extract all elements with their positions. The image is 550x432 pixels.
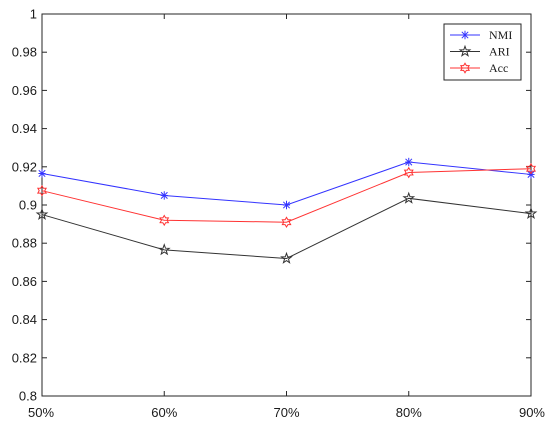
series-layer	[35, 157, 538, 264]
y-tick-label: 0.98	[12, 45, 37, 60]
data-point	[36, 184, 48, 197]
data-point	[35, 207, 49, 220]
x-tick-label: 50%	[28, 405, 54, 420]
legend-item-acc: Acc	[450, 61, 508, 75]
y-tick-label: 0.88	[12, 236, 37, 251]
y-tick-label: 0.82	[12, 350, 37, 365]
y-tick-label: 0.94	[12, 121, 37, 136]
data-point	[159, 214, 170, 227]
y-tick-label: 0.96	[12, 83, 37, 98]
series-nmi	[38, 157, 535, 210]
x-tick-label: 60%	[151, 405, 177, 420]
data-point	[160, 191, 168, 200]
series-acc	[36, 162, 537, 228]
data-point	[280, 251, 293, 264]
legend-item-nmi: NMI	[450, 28, 512, 42]
data-point	[281, 216, 292, 228]
legend-item-ari: ARI	[450, 45, 510, 59]
legend-marker	[459, 62, 471, 74]
y-tick-label: 0.92	[12, 159, 37, 174]
legend-marker	[461, 30, 469, 40]
series-line	[41, 197, 532, 259]
y-tick-label: 0.84	[12, 312, 37, 327]
data-point	[405, 157, 413, 167]
x-tick-label: 90%	[519, 405, 545, 420]
legend-label: ARI	[489, 45, 510, 59]
x-tick-label: 80%	[396, 405, 422, 420]
data-point	[403, 166, 414, 179]
legend: NMI ARI Acc	[443, 23, 522, 81]
legend-label: Acc	[489, 61, 508, 75]
data-point	[38, 169, 46, 178]
data-point	[402, 191, 416, 204]
series-ari	[35, 191, 538, 264]
data-point	[282, 200, 291, 210]
y-tick-label: 0.9	[19, 198, 37, 213]
y-tick-label: 0.8	[19, 389, 37, 404]
y-tick-label: 1	[30, 7, 37, 22]
axis-ticks: 0.8 0.82 0.84 0.86 0.88 0.9 0.92 0.94 0.96 0.98 1 5…	[12, 7, 546, 421]
x-tick-label: 70%	[273, 405, 299, 420]
data-point	[157, 243, 171, 256]
data-point	[524, 206, 538, 220]
data-point	[525, 162, 537, 175]
y-tick-label: 0.86	[12, 274, 37, 289]
series-line	[41, 168, 532, 223]
legend-label: NMI	[489, 28, 512, 42]
legend-marker	[458, 44, 472, 57]
